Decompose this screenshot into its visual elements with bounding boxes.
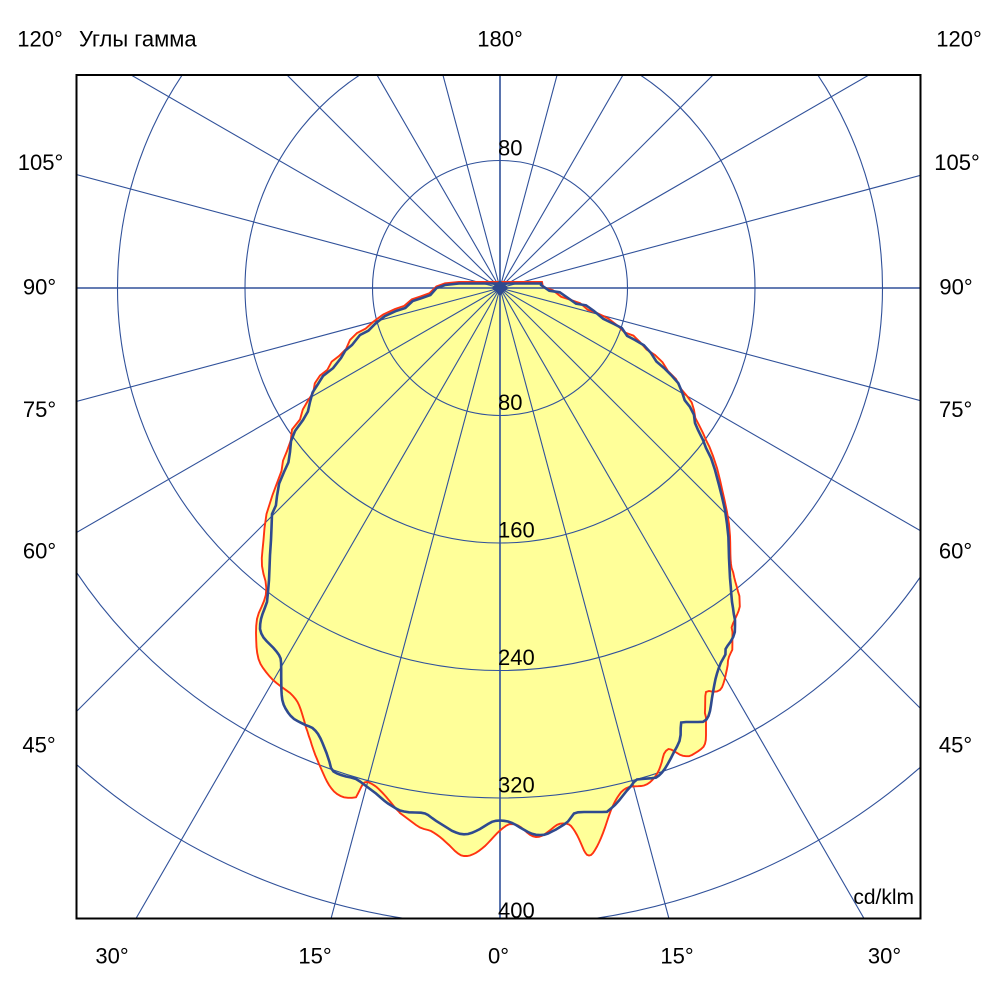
svg-text:0°: 0° <box>488 944 509 969</box>
svg-text:60°: 60° <box>23 538 56 563</box>
svg-text:80: 80 <box>498 136 522 161</box>
svg-text:30°: 30° <box>868 944 901 969</box>
svg-text:105°: 105° <box>18 150 64 175</box>
svg-text:400: 400 <box>498 898 535 923</box>
svg-text:320: 320 <box>498 772 535 797</box>
svg-text:240: 240 <box>498 645 535 670</box>
svg-text:160: 160 <box>498 517 535 542</box>
svg-text:60°: 60° <box>939 538 972 563</box>
svg-text:75°: 75° <box>23 397 56 422</box>
svg-text:180°: 180° <box>477 27 523 52</box>
svg-text:90°: 90° <box>23 274 56 299</box>
svg-text:90°: 90° <box>939 274 972 299</box>
svg-text:80: 80 <box>498 390 522 415</box>
svg-text:30°: 30° <box>95 944 128 969</box>
svg-text:15°: 15° <box>660 944 693 969</box>
svg-text:45°: 45° <box>22 732 55 757</box>
svg-text:120°: 120° <box>936 27 982 52</box>
svg-text:cd/klm: cd/klm <box>853 886 914 909</box>
svg-text:45°: 45° <box>939 732 972 757</box>
svg-text:75°: 75° <box>939 397 972 422</box>
svg-text:105°: 105° <box>934 150 980 175</box>
svg-text:Углы гамма: Углы гамма <box>79 27 197 52</box>
svg-text:120°: 120° <box>17 27 63 52</box>
svg-text:15°: 15° <box>298 944 331 969</box>
